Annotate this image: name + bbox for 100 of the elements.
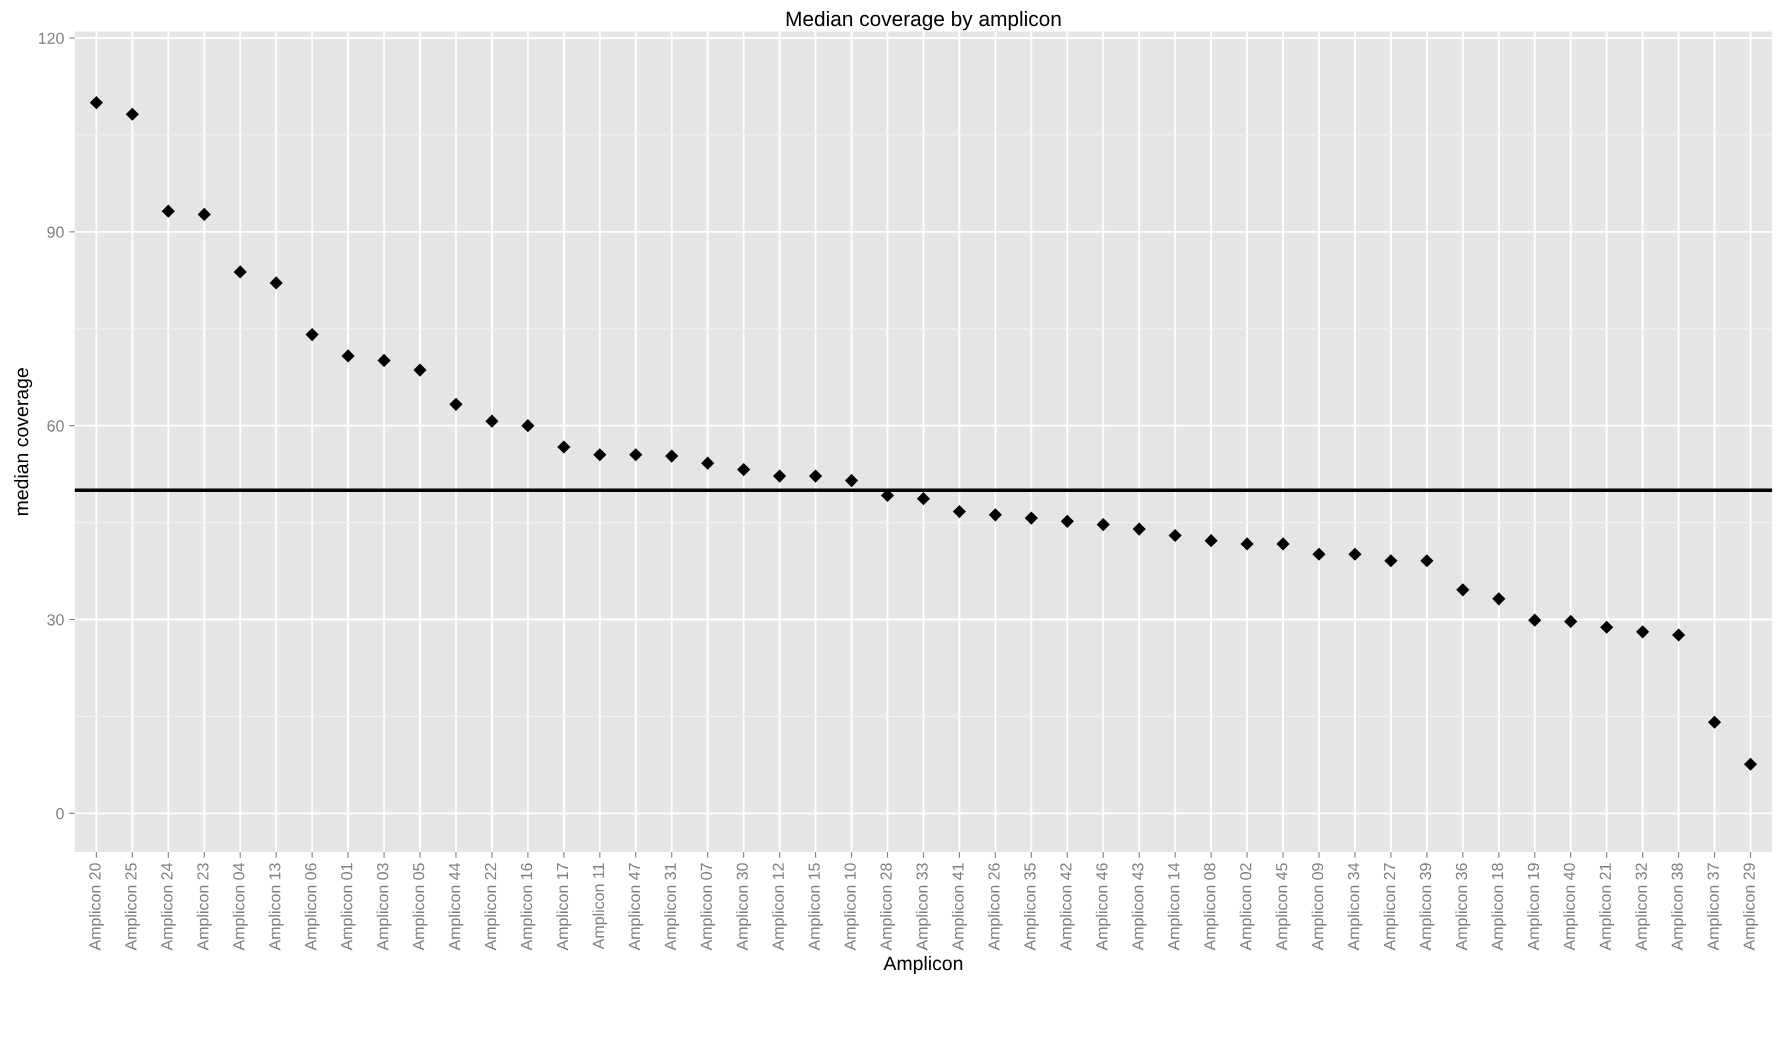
y-tick-label: 120 xyxy=(38,32,64,44)
x-tick-label: Amplicon 24 xyxy=(160,863,176,951)
x-tick-label: Amplicon 10 xyxy=(844,863,859,951)
x-tick-label: Amplicon 01 xyxy=(340,863,356,951)
point xyxy=(1564,614,1578,629)
x-axis-title: Amplicon xyxy=(883,955,963,975)
x-tick-label: Amplicon 18 xyxy=(1491,863,1507,951)
point xyxy=(808,469,823,483)
point xyxy=(916,492,931,506)
x-tick-label: Amplicon 17 xyxy=(556,863,572,951)
x-tick-label: Amplicon 04 xyxy=(232,863,248,951)
point xyxy=(988,508,1002,522)
point xyxy=(1528,613,1542,627)
point xyxy=(269,276,283,290)
point xyxy=(413,363,427,377)
point xyxy=(593,448,607,462)
point xyxy=(629,448,643,462)
x-tick-label: Amplicon 21 xyxy=(1599,863,1615,951)
x-tick-label: Amplicon 02 xyxy=(1239,863,1255,951)
point xyxy=(557,440,571,454)
x-tick-label: Amplicon 08 xyxy=(1203,863,1219,951)
y-tick-label: 90 xyxy=(47,226,64,238)
point xyxy=(161,204,175,218)
x-tick-label: Amplicon 03 xyxy=(376,863,392,951)
point xyxy=(1060,514,1074,528)
y-tick-label: 0 xyxy=(56,807,64,820)
point xyxy=(952,505,966,519)
point xyxy=(233,265,247,279)
x-tick-label: Amplicon 27 xyxy=(1383,863,1399,951)
point xyxy=(485,414,499,428)
x-tick-label: Amplicon 47 xyxy=(628,863,644,951)
x-tick-label: Amplicon 32 xyxy=(1635,863,1651,951)
x-tick-label: Amplicon 15 xyxy=(808,863,824,951)
point xyxy=(89,96,103,110)
point xyxy=(773,469,787,483)
point xyxy=(1312,547,1326,561)
x-tick-label: Amplicon 19 xyxy=(1527,863,1543,951)
y-tick-label: 30 xyxy=(47,614,64,626)
y-tick-label: 60 xyxy=(47,420,64,432)
point xyxy=(1348,547,1362,561)
x-tick-label: Amplicon 11 xyxy=(592,863,608,950)
point xyxy=(1204,534,1218,548)
point xyxy=(1240,537,1254,551)
point xyxy=(125,107,139,121)
x-tick-label: Amplicon 36 xyxy=(1455,863,1471,951)
point xyxy=(1600,620,1614,634)
x-tick-label: Amplicon 45 xyxy=(1275,863,1291,951)
x-tick-label: Amplicon 29 xyxy=(1743,863,1758,951)
x-tick-label: Amplicon 37 xyxy=(1707,863,1722,951)
x-tick-label: Amplicon 38 xyxy=(1671,863,1687,951)
point xyxy=(377,353,391,368)
x-tick-label: Amplicon 25 xyxy=(124,863,140,951)
point xyxy=(701,456,715,470)
point xyxy=(1384,554,1398,568)
point xyxy=(1672,628,1686,642)
x-tick-label: Amplicon 46 xyxy=(1095,863,1111,951)
point xyxy=(1636,625,1650,639)
point xyxy=(665,449,679,463)
x-tick-label: Amplicon 28 xyxy=(880,863,895,951)
point xyxy=(737,463,751,477)
x-tick-label: Amplicon 44 xyxy=(448,863,464,951)
x-tick-label: Amplicon 43 xyxy=(1131,863,1147,951)
x-tick-label: Amplicon 34 xyxy=(1347,863,1363,951)
x-tick-label: Amplicon 07 xyxy=(700,863,716,951)
x-tick-label: Amplicon 16 xyxy=(520,863,536,951)
x-tick-label: Amplicon 12 xyxy=(772,863,788,951)
x-tick-label: Amplicon 22 xyxy=(484,863,500,951)
point xyxy=(1276,537,1290,551)
x-tick-label: Amplicon 06 xyxy=(304,863,320,951)
point xyxy=(1132,522,1146,536)
x-tick-label: Amplicon 26 xyxy=(987,863,1003,951)
y-axis-title: median coverage xyxy=(14,368,33,516)
x-tick-label: Amplicon 14 xyxy=(1167,863,1183,951)
x-tick-label: Amplicon 13 xyxy=(268,863,284,951)
x-tick-label: Amplicon 20 xyxy=(88,863,104,951)
point xyxy=(521,419,535,433)
point xyxy=(1420,554,1434,568)
chart-title: Median coverage by amplicon xyxy=(786,10,1061,31)
x-tick-label: Amplicon 42 xyxy=(1059,863,1075,951)
point xyxy=(1456,583,1470,597)
point xyxy=(197,207,211,221)
point xyxy=(1492,592,1506,606)
x-tick-label: Amplicon 05 xyxy=(412,863,428,951)
x-tick-label: Amplicon 35 xyxy=(1023,863,1039,951)
x-tick-label: Amplicon 30 xyxy=(736,863,752,951)
point xyxy=(305,328,319,342)
x-tick-label: Amplicon 39 xyxy=(1419,863,1435,951)
x-tick-label: Amplicon 40 xyxy=(1563,863,1579,951)
x-tick-label: Amplicon 33 xyxy=(916,863,931,951)
x-tick-label: Amplicon 09 xyxy=(1311,863,1327,951)
point xyxy=(341,349,355,363)
point xyxy=(1168,528,1182,543)
point xyxy=(1096,517,1110,532)
x-tick-label: Amplicon 23 xyxy=(196,863,212,951)
point xyxy=(1024,511,1038,525)
point xyxy=(449,397,463,411)
point xyxy=(1743,757,1758,771)
x-tick-label: Amplicon 31 xyxy=(664,863,680,951)
point xyxy=(1707,715,1722,729)
point xyxy=(844,474,859,488)
